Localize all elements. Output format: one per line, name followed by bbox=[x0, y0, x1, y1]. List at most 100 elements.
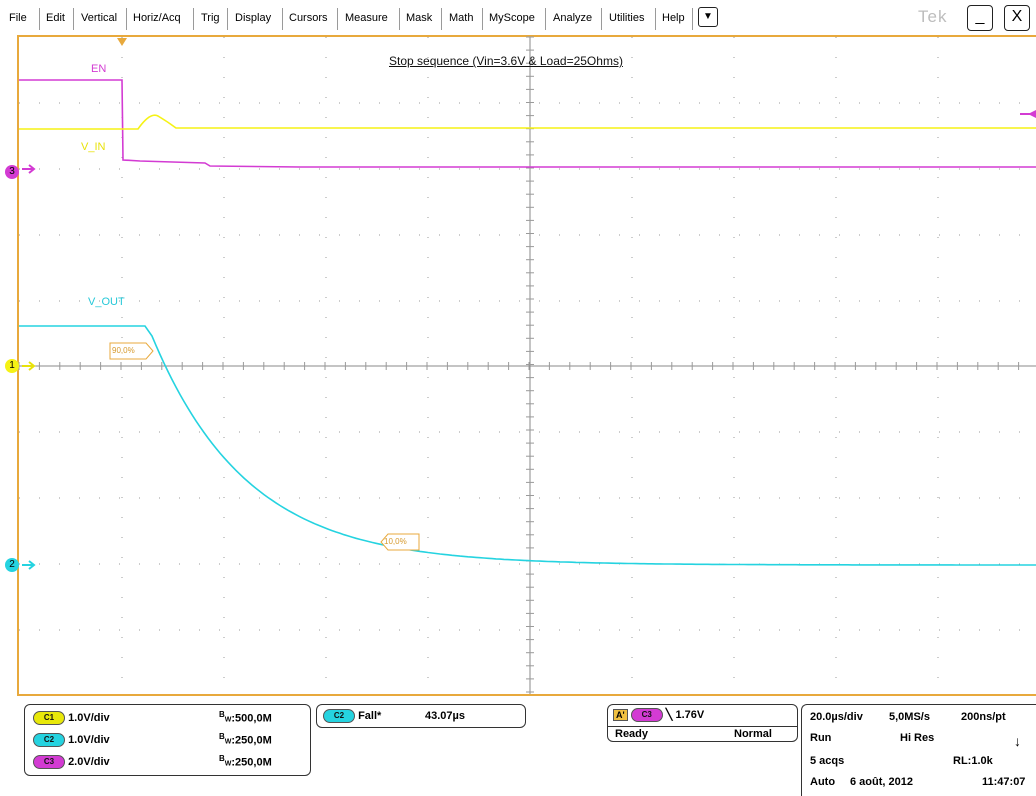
marker-90-percent: 90,0% bbox=[112, 346, 135, 355]
menu-cursors[interactable]: Cursors bbox=[289, 12, 328, 24]
menu-divider bbox=[545, 8, 546, 30]
trigger-source-row: A' C3 ╲ 1.76V bbox=[613, 708, 705, 723]
menu-divider bbox=[399, 8, 400, 30]
time: 11:47:07 bbox=[982, 776, 1026, 788]
menu-divider bbox=[193, 8, 194, 30]
record-length: RL:1.0k bbox=[953, 755, 993, 767]
date: 6 août, 2012 bbox=[850, 776, 913, 788]
menu-divider bbox=[337, 8, 338, 30]
channel-2-badge: C2 bbox=[33, 733, 65, 747]
channel-2-marker[interactable]: 2 bbox=[5, 558, 19, 572]
menu-horiz-acq[interactable]: Horiz/Acq bbox=[133, 12, 181, 24]
measurement-name: Fall* bbox=[358, 709, 382, 722]
trigger-level-marker bbox=[1028, 110, 1036, 118]
marker-10-percent: 10,0% bbox=[384, 537, 407, 546]
trigger-level: 1.76V bbox=[675, 709, 705, 721]
bw-value: :250,0M bbox=[231, 734, 272, 747]
menu-mask[interactable]: Mask bbox=[406, 12, 433, 24]
bw-prefix: B bbox=[219, 710, 225, 719]
channel-2-scale: 1.0V/div bbox=[68, 733, 110, 746]
bw-value: :500,0M bbox=[231, 712, 272, 725]
timebase: 20.0µs/div bbox=[810, 711, 863, 723]
channel-3-badge: C3 bbox=[33, 755, 65, 769]
bw-prefix: B bbox=[219, 754, 225, 763]
close-button[interactable]: X bbox=[1004, 5, 1030, 31]
menu-analyze[interactable]: Analyze bbox=[553, 12, 593, 24]
channel-settings-panel: C1 1.0V/div BW:500,0M C2 1.0V/div BW:250… bbox=[24, 704, 311, 776]
waveform-vout bbox=[19, 325, 1036, 566]
channel-3-bandwidth: BW:250,0M bbox=[219, 754, 272, 769]
channel-1-badge: C1 bbox=[33, 711, 65, 725]
menu-edit[interactable]: Edit bbox=[46, 12, 65, 24]
menu-divider bbox=[655, 8, 656, 30]
measurement-value: 43.07µs bbox=[425, 710, 465, 722]
trigger-state: Ready bbox=[615, 728, 649, 740]
menu-vertical[interactable]: Vertical bbox=[81, 12, 118, 24]
channel-1-row[interactable]: C1 1.0V/div bbox=[33, 711, 110, 725]
bw-subscript: W bbox=[224, 760, 232, 768]
trigger-mode: Normal bbox=[734, 728, 772, 740]
marker-10-outline bbox=[380, 533, 420, 551]
marker-90-outline bbox=[109, 342, 154, 360]
channel-1-marker[interactable]: 1 bbox=[5, 359, 19, 373]
resolution: 200ns/pt bbox=[961, 711, 1006, 723]
acq-mode: Hi Res bbox=[900, 732, 935, 744]
label-vin: V_IN bbox=[81, 141, 106, 153]
menu-file[interactable]: File bbox=[9, 12, 27, 24]
menu-bar: File Edit Vertical Horiz/Acq Trig Displa… bbox=[0, 0, 1036, 36]
channel-1-bandwidth: BW:500,0M bbox=[219, 710, 272, 725]
waveform-en bbox=[19, 79, 1036, 168]
measurement-row: C2 Fall* bbox=[323, 709, 381, 723]
label-vout: V_OUT bbox=[88, 296, 125, 308]
channel-3-marker[interactable]: 3 bbox=[5, 165, 19, 179]
trigger-position-marker bbox=[117, 38, 127, 46]
menu-more-button[interactable]: ▼ bbox=[698, 7, 718, 27]
falling-edge-icon: ╲ bbox=[665, 709, 673, 721]
waveform-vin bbox=[19, 114, 1036, 130]
menu-divider bbox=[39, 8, 40, 30]
minimize-icon: _ bbox=[975, 8, 985, 25]
label-en: EN bbox=[91, 63, 107, 75]
measurement-panel[interactable]: C2 Fall* 43.07µs bbox=[316, 704, 526, 728]
tek-logo: Tek bbox=[918, 7, 948, 26]
acq-count: 5 acqs bbox=[810, 755, 845, 767]
menu-divider bbox=[601, 8, 602, 30]
menu-divider bbox=[73, 8, 74, 30]
bw-subscript: W bbox=[224, 716, 232, 724]
screen-title: Stop sequence (Vin=3.6V & Load=25Ohms) bbox=[389, 54, 623, 68]
trigger-auto: Auto bbox=[810, 776, 836, 788]
menu-trig[interactable]: Trig bbox=[201, 12, 220, 24]
minimize-button[interactable]: _ bbox=[967, 5, 993, 31]
menu-math[interactable]: Math bbox=[449, 12, 474, 24]
menu-divider bbox=[482, 8, 483, 30]
menu-measure[interactable]: Measure bbox=[345, 12, 388, 24]
channel-2-pointer bbox=[22, 560, 36, 570]
channel-1-pointer bbox=[22, 361, 36, 371]
acquisition-panel[interactable]: 20.0µs/div 5,0MS/s 200ns/pt Run Hi Res ↓… bbox=[801, 704, 1036, 796]
menu-myscope[interactable]: MyScope bbox=[489, 12, 535, 24]
menu-divider bbox=[282, 8, 283, 30]
menu-divider bbox=[227, 8, 228, 30]
bw-value: :250,0M bbox=[231, 756, 272, 769]
down-arrow-icon: ↓ bbox=[1014, 733, 1021, 749]
channel-3-scale: 2.0V/div bbox=[68, 755, 110, 768]
trigger-channel-badge: C3 bbox=[630, 708, 663, 723]
menu-divider bbox=[126, 8, 127, 30]
measurement-channel-badge: C2 bbox=[323, 709, 355, 723]
run-state: Run bbox=[810, 732, 832, 744]
menu-utilities[interactable]: Utilities bbox=[609, 12, 645, 24]
trigger-a-label: A' bbox=[613, 709, 628, 721]
sample-rate: 5,0MS/s bbox=[889, 711, 930, 723]
bw-prefix: B bbox=[219, 732, 225, 741]
channel-1-scale: 1.0V/div bbox=[68, 711, 110, 724]
close-icon: X bbox=[1011, 8, 1023, 25]
channel-2-row[interactable]: C2 1.0V/div bbox=[33, 733, 110, 747]
menu-display[interactable]: Display bbox=[235, 12, 272, 24]
channel-3-row[interactable]: C3 2.0V/div bbox=[33, 755, 110, 769]
trigger-divider bbox=[608, 726, 797, 727]
menu-help[interactable]: Help bbox=[662, 12, 685, 24]
channel-3-pointer bbox=[22, 164, 36, 174]
trigger-panel[interactable]: A' C3 ╲ 1.76V Ready Normal bbox=[607, 704, 798, 742]
bw-subscript: W bbox=[224, 738, 232, 746]
